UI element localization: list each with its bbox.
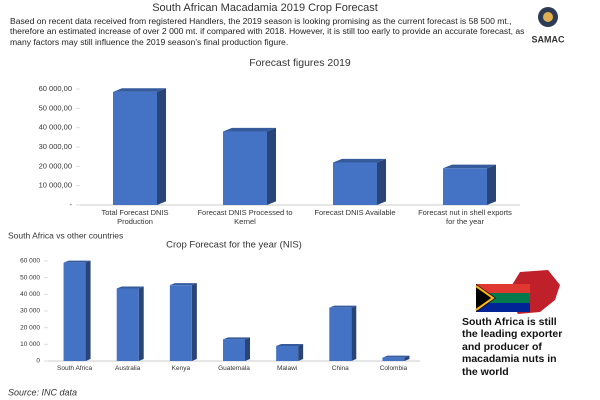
bar	[329, 307, 352, 361]
source: Source: INC data	[8, 387, 77, 397]
section-label: South Africa vs other countries	[8, 230, 123, 240]
x-tick-label: Colombia	[379, 365, 408, 372]
x-tick-label: Australia	[115, 365, 141, 372]
bar	[116, 288, 139, 361]
y-tick-label: 40 000	[20, 291, 40, 298]
logo-icon	[538, 7, 558, 27]
bar-side	[138, 286, 144, 361]
y-tick-label: 30 000	[20, 308, 40, 315]
bar-top	[169, 283, 197, 286]
bar	[223, 131, 267, 205]
y-tick-label: 20 000	[20, 324, 40, 331]
y-tick-label: 50 000	[20, 274, 40, 281]
bar-top	[116, 286, 144, 289]
x-tick-label: Forecast DNIS Available	[314, 208, 396, 217]
chart-title: Forecast figures 2019	[249, 57, 351, 69]
bar-top	[276, 344, 304, 346]
y-tick-label: 20 000,00	[39, 161, 72, 170]
bar-side	[404, 355, 410, 361]
x-tick-label: Forecast nut in shell exports for the ye…	[418, 208, 512, 226]
bar	[63, 262, 86, 361]
bar	[333, 162, 377, 205]
y-tick-label: 30 000,00	[39, 142, 72, 151]
x-tick-label: Guatemala	[218, 365, 250, 372]
y-tick-label: 10 000	[20, 341, 40, 348]
bar-side	[157, 88, 166, 205]
bar-side	[245, 337, 250, 361]
intro-text: Based on recent data received from regis…	[10, 16, 525, 47]
bar-top	[113, 88, 166, 92]
x-tick-label: Kenya	[171, 365, 191, 372]
bar	[169, 285, 192, 361]
bar	[443, 168, 487, 205]
bar-top	[443, 164, 496, 169]
bar-top	[329, 305, 357, 308]
x-tick-label: South Africa	[57, 365, 93, 372]
bar-top	[333, 158, 386, 163]
bar	[276, 346, 299, 361]
bar-side	[377, 158, 386, 205]
sidebar-text: South Africa is still the leading export…	[462, 316, 563, 378]
bar-top	[223, 337, 250, 340]
y-tick-label: 0	[36, 358, 40, 365]
y-tick-label: 60 000	[20, 258, 40, 265]
map	[475, 270, 560, 314]
x-tick-label: Total Forecast DNIS Production	[101, 208, 169, 226]
x-tick-label: China	[331, 365, 349, 372]
y-tick-label: 10 000,00	[39, 181, 72, 190]
bar-side	[298, 344, 304, 361]
logo-text: SAMAC	[532, 34, 565, 44]
bar-side	[487, 164, 496, 205]
y-tick-label: -	[70, 200, 73, 209]
x-tick-label: Forecast DNIS Processed to Kernel	[197, 208, 293, 226]
y-tick-label: 60 000,00	[39, 84, 72, 93]
bar-side	[191, 283, 197, 361]
bar-top	[63, 260, 91, 263]
y-tick-label: 40 000,00	[39, 123, 72, 132]
bar	[223, 339, 245, 361]
bar-side	[267, 127, 276, 205]
bar	[113, 91, 157, 205]
bar-top	[382, 355, 410, 358]
bar-side	[85, 260, 91, 361]
x-tick-label: Malawi	[277, 365, 298, 372]
bar-side	[351, 305, 357, 361]
page-title: South African Macadamia 2019 Crop Foreca…	[152, 2, 378, 14]
bar-top	[223, 127, 276, 132]
bar	[382, 357, 405, 361]
y-tick-label: 50 000,00	[39, 103, 72, 112]
chart-title: Crop Forecast for the year (NIS)	[166, 240, 302, 251]
